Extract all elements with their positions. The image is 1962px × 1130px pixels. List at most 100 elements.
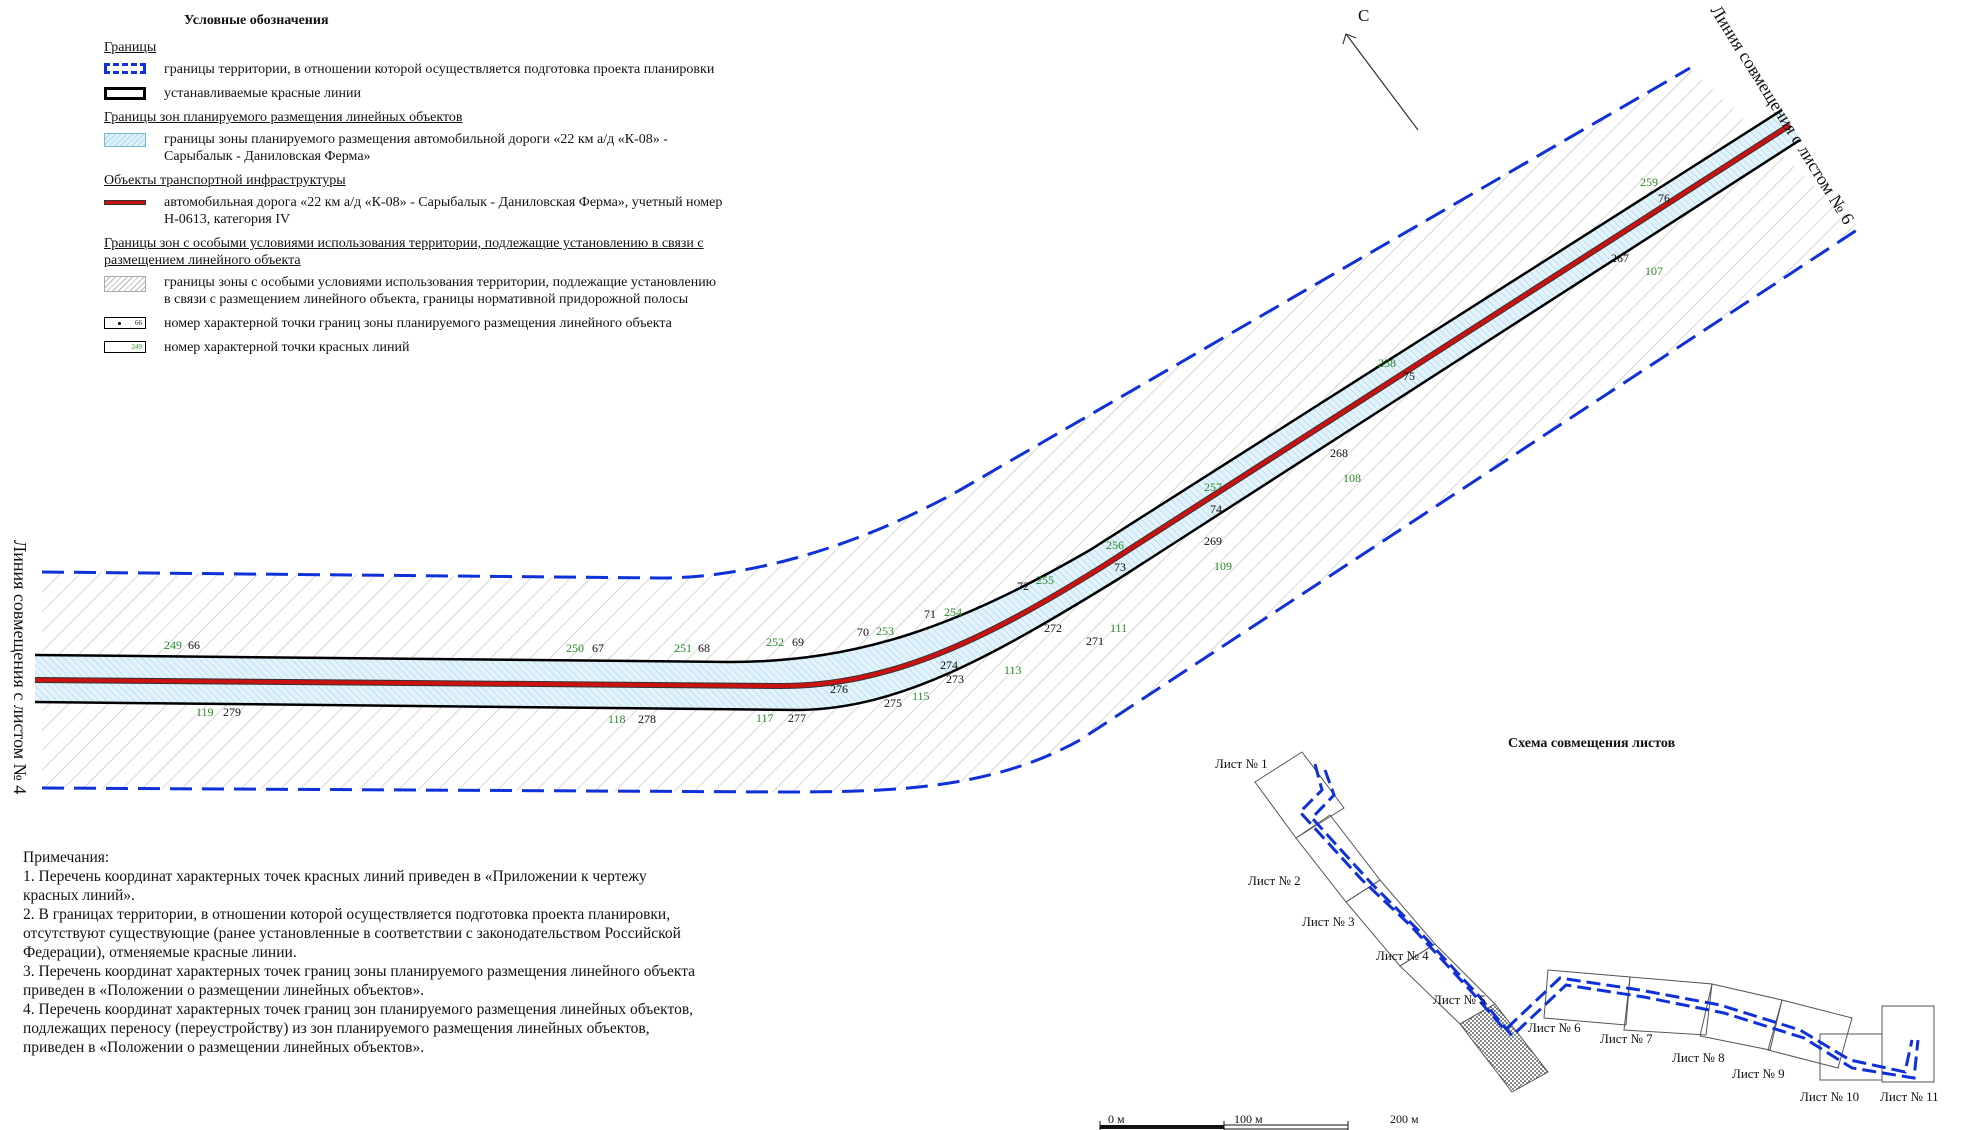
point-black-swatch: 66 xyxy=(104,317,146,329)
legend-group-heading: Границы зон с особыми условиями использо… xyxy=(104,236,704,268)
sheet-scheme xyxy=(1254,751,1935,1093)
point-label: 119 xyxy=(196,705,214,719)
sheet-label: Лист № 2 xyxy=(1248,873,1301,888)
notes: Примечания: 1. Перечень координат характ… xyxy=(23,848,703,1057)
point-label: 250 xyxy=(566,641,584,655)
points-green: 249 250 251 252 253 254 255 256 257 258 … xyxy=(164,175,1663,726)
sheet-label: Лист № 4 xyxy=(1376,948,1429,963)
note-item: 4. Перечень координат характерных точек … xyxy=(23,1001,694,1056)
sheet-label: Лист № 9 xyxy=(1732,1066,1785,1081)
note-item: 2. В границах территории, в отношении ко… xyxy=(23,906,681,961)
sheet-label: Лист № 1 xyxy=(1215,756,1268,771)
legend-item: устанавливаемые красные линии xyxy=(104,85,724,102)
point-label: 253 xyxy=(876,624,894,638)
point-label: 68 xyxy=(698,641,710,655)
point-label: 107 xyxy=(1645,264,1663,278)
legend-group-heading: Границы зон планируемого размещения лине… xyxy=(104,110,463,125)
point-label: 275 xyxy=(884,696,902,710)
point-label: 118 xyxy=(608,712,626,726)
point-label: 113 xyxy=(1004,663,1022,677)
road-swatch xyxy=(104,200,146,205)
legend-title: Условные обозначения xyxy=(184,13,329,28)
swatch-number: 249 xyxy=(131,343,143,351)
point-label: 267 xyxy=(1611,251,1629,265)
point-label: 274 xyxy=(940,658,958,672)
scale-bar xyxy=(1099,1121,1349,1130)
sheet-label: Лист № 7 xyxy=(1600,1031,1653,1046)
planning-boundary-bottom xyxy=(41,226,1861,794)
point-label: 256 xyxy=(1106,538,1124,552)
legend-group-heading: Границы xyxy=(104,40,157,55)
legend-item-text: границы зоны с особыми условиями использ… xyxy=(164,275,717,307)
note-item: 1. Перечень координат характерных точек … xyxy=(23,868,647,904)
point-label: 111 xyxy=(1110,621,1127,635)
point-label: 70 xyxy=(857,625,869,639)
north-arrow xyxy=(1345,33,1419,131)
point-label: 257 xyxy=(1204,480,1222,494)
legend-item-text: границы территории, в отношении которой … xyxy=(164,62,715,77)
point-label: 72 xyxy=(1017,579,1029,593)
point-label: 278 xyxy=(638,712,656,726)
point-label: 252 xyxy=(766,635,784,649)
placement-zone-swatch xyxy=(104,133,146,147)
point-label: 115 xyxy=(912,689,930,703)
point-label: 75 xyxy=(1403,369,1415,383)
notes-heading: Примечания: xyxy=(23,849,110,866)
point-label: 276 xyxy=(830,682,848,696)
point-label: 69 xyxy=(792,635,804,649)
point-label: 66 xyxy=(188,638,200,652)
legend-item-text: границы зоны планируемого размещения авт… xyxy=(164,132,668,164)
sheet-scheme-route xyxy=(1297,763,1914,1074)
legend-item-text: номер характерной точки красных линий xyxy=(164,340,410,355)
scale-label: 100 м xyxy=(1234,1112,1263,1126)
point-label: 269 xyxy=(1204,534,1222,548)
north-label: С xyxy=(1358,6,1370,25)
point-label: 268 xyxy=(1330,446,1348,460)
red-line-swatch xyxy=(104,87,146,100)
boundary-swatch xyxy=(104,63,146,74)
point-label: 117 xyxy=(756,711,774,725)
point-label: 249 xyxy=(164,638,182,652)
points-black: 66 67 68 69 70 71 72 73 74 75 76 267 268… xyxy=(188,191,1670,726)
sheet-label: Лист № 8 xyxy=(1672,1050,1725,1065)
point-label: 258 xyxy=(1378,356,1396,370)
north-arrow-head xyxy=(1342,33,1357,45)
match-line-left-label: Линия совмещения с листом № 4 xyxy=(10,540,30,794)
legend-item: 66 номер характерной точки границ зоны п… xyxy=(104,315,724,332)
road-core xyxy=(34,123,1792,689)
scheme-title: Схема совмещения листов xyxy=(1508,736,1676,751)
legend-item-text: автомобильная дорога «22 км а/д «К-08» -… xyxy=(164,195,723,227)
legend-item: границы территории, в отношении которой … xyxy=(104,61,724,78)
roadside-zone-swatch xyxy=(104,276,146,292)
point-label: 277 xyxy=(788,711,806,725)
red-line-top xyxy=(34,108,1783,664)
point-green-swatch: 249 xyxy=(104,341,146,353)
scale-label: 0 м xyxy=(1108,1112,1125,1126)
point-label: 271 xyxy=(1086,634,1104,648)
point-label: 109 xyxy=(1214,559,1232,573)
point-label: 259 xyxy=(1640,175,1658,189)
planning-boundary-top xyxy=(41,66,1691,580)
point-label: 273 xyxy=(946,672,964,686)
sheet-scheme-route-2 xyxy=(1309,769,1920,1080)
legend-item: границы зоны планируемого размещения авт… xyxy=(104,131,724,165)
red-line-bottom xyxy=(34,138,1801,712)
point-label: 71 xyxy=(924,607,936,621)
point-label: 67 xyxy=(592,641,604,655)
point-label: 251 xyxy=(674,641,692,655)
sheet-labels: Лист № 1 Лист № 2 Лист № 3 Лист № 4 Лист… xyxy=(1215,756,1939,1104)
legend-group-heading: Объекты транспортной инфраструктуры xyxy=(104,173,346,188)
sheet-label: Лист № 6 xyxy=(1528,1020,1581,1035)
legend-item-text: устанавливаемые красные линии xyxy=(164,86,361,101)
point-label: 73 xyxy=(1114,560,1126,574)
sheet-label: Лист № 10 xyxy=(1800,1089,1859,1104)
sheet-label: Лист № 3 xyxy=(1302,914,1355,929)
sheet-label: Лист № 5 xyxy=(1433,992,1486,1007)
point-label: 76 xyxy=(1658,191,1670,205)
scale-label: 200 м xyxy=(1390,1112,1419,1126)
point-label: 74 xyxy=(1210,502,1222,516)
swatch-number: 66 xyxy=(135,319,142,327)
note-item: 3. Перечень координат характерных точек … xyxy=(23,963,696,999)
legend: Условные обозначения Границы границы тер… xyxy=(104,12,724,363)
